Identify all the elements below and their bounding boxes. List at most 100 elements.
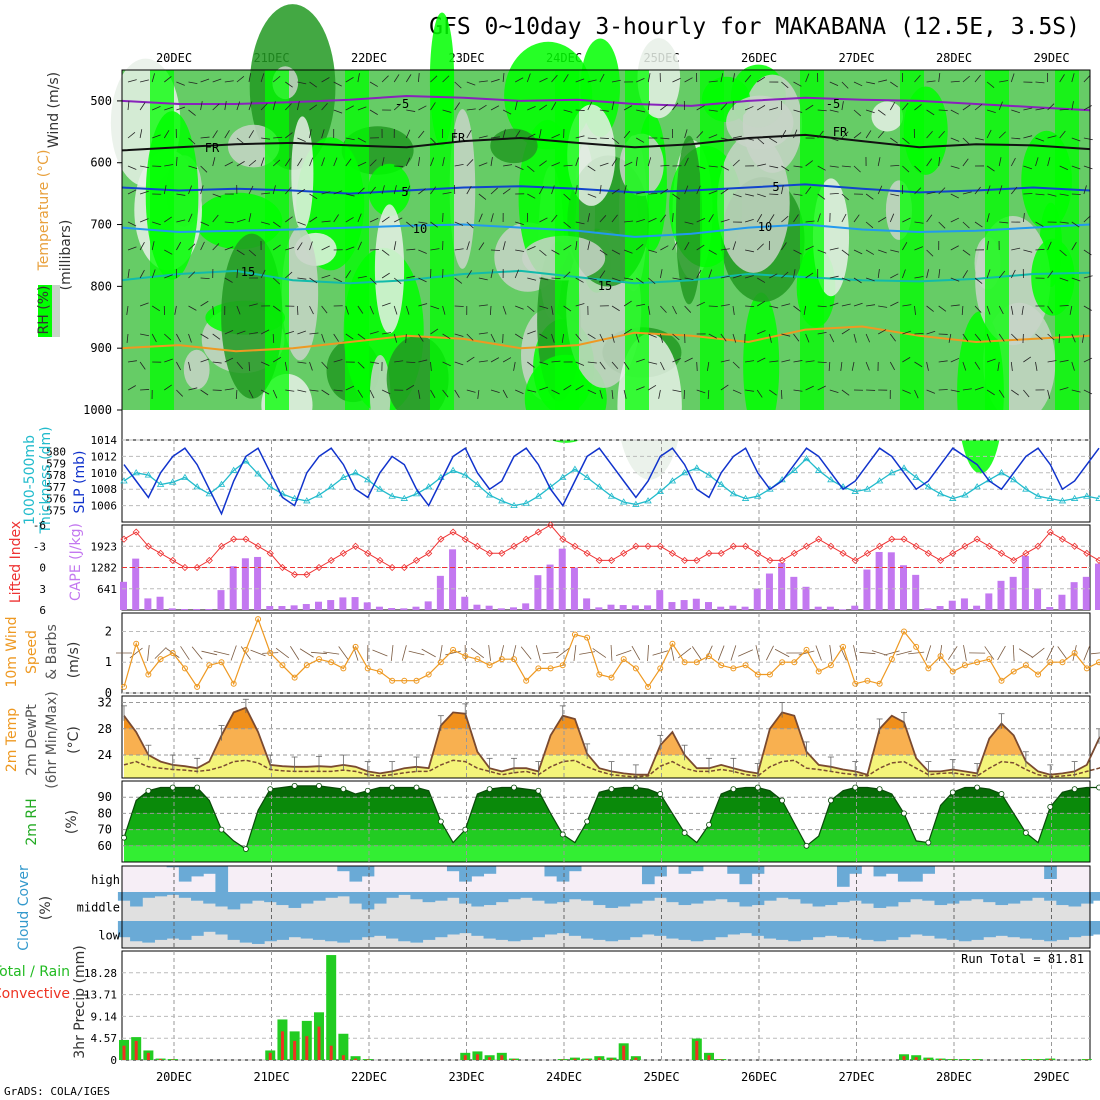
li-marker (815, 535, 823, 543)
wind-barb (551, 360, 561, 363)
wind-barb (272, 185, 276, 195)
wind-barb (938, 109, 948, 111)
top-date-label: 22DEC (351, 51, 387, 65)
wind-barb (684, 277, 694, 281)
wind-barb (466, 389, 476, 393)
wind-barb (333, 333, 339, 342)
wind-barb (212, 157, 216, 167)
cape-bar (1046, 607, 1054, 610)
wind-barb-10m (191, 646, 203, 660)
cape-bar (875, 551, 883, 610)
cape-bar (120, 581, 127, 610)
wind-barb (829, 81, 839, 87)
wind-barb (745, 305, 755, 308)
wind-barb (998, 333, 1005, 342)
cloud-cover-bar (715, 892, 728, 900)
wind-barb (708, 165, 718, 168)
wind-barb (1023, 135, 1033, 139)
wind-barb (974, 104, 983, 111)
cape-bar (193, 609, 201, 610)
cape-bar (546, 564, 554, 610)
wind-speed-marker (620, 656, 627, 663)
wind-barb (732, 73, 736, 83)
wind-speed-marker (133, 640, 140, 647)
wind-barb (926, 214, 933, 223)
slp-tick-label: 1008 (91, 483, 118, 496)
wind-barb (164, 76, 172, 83)
wind-barb-10m (401, 645, 407, 661)
li-marker (339, 549, 347, 557)
li-marker (924, 549, 932, 557)
cloud-cover-bar (495, 921, 509, 940)
cape-bar (436, 575, 444, 610)
wind-barb (926, 158, 933, 167)
cloud-cover-bar (1068, 892, 1082, 907)
wind-barb (369, 109, 378, 115)
panel-axis-label: (%) (64, 810, 80, 834)
thickness-marker (912, 473, 920, 480)
wind-barb (950, 389, 960, 393)
cloud-cover-bar (1044, 921, 1057, 942)
panel-axis-label: & Barbs (44, 624, 60, 680)
wind-barb (1059, 359, 1069, 363)
li-marker (876, 542, 884, 550)
wind-barb (587, 389, 597, 395)
wind-barb (297, 361, 307, 364)
cape-bar (680, 600, 688, 610)
cape-bar (900, 565, 907, 610)
wind-barb (998, 389, 1005, 398)
wind-barb (514, 130, 521, 139)
li-marker (156, 549, 165, 557)
thickness-marker (120, 477, 128, 484)
wind-barb (575, 157, 579, 167)
cloud-cover-bar (836, 921, 850, 938)
wind-barb (575, 185, 578, 195)
wind-barb-10m (1012, 644, 1015, 662)
wind-barb (405, 74, 412, 83)
wind-barb (260, 389, 270, 395)
li-tick-label: -3 (33, 540, 46, 553)
wind-barb (539, 249, 547, 257)
cloud-cover-bar (300, 921, 314, 939)
wind-barb (430, 221, 438, 228)
wind-barb (563, 164, 573, 167)
wind-barb (321, 245, 330, 251)
wind-barb (272, 277, 281, 285)
cloud-cover-bar (885, 892, 899, 907)
cloud-cover-bar (788, 892, 801, 900)
wind-barb (563, 384, 572, 391)
wind-barb (696, 361, 698, 372)
rh-fill-band (124, 813, 1090, 830)
wind-barb (732, 333, 737, 343)
wind-barb (333, 109, 343, 114)
cloud-cover-bar (605, 892, 619, 908)
wind-barb (1010, 73, 1015, 83)
wind-barb (478, 332, 488, 335)
panel-axis-label: 1000-500mb (22, 435, 38, 525)
thickness-tick-label: 578 (46, 469, 66, 482)
wind-barb (466, 185, 472, 195)
wind-barb (817, 361, 827, 364)
li-marker (169, 556, 177, 564)
cape-tick-label: 1282 (91, 562, 118, 575)
panel-axis-label: SLP (mb) (72, 450, 88, 513)
thickness-marker (656, 487, 664, 494)
wind-barb (1023, 213, 1025, 223)
cloud-cover-bar (836, 892, 850, 903)
wind-speed-marker (681, 659, 688, 666)
wind-barb (648, 277, 656, 285)
wind-barb (587, 165, 596, 172)
precip-tick-label: 13.71 (84, 989, 117, 1002)
wind-barb (164, 216, 172, 223)
wind-barb (490, 357, 500, 363)
wind-barb (745, 360, 755, 363)
cape-bar (595, 607, 603, 610)
cape-bar (802, 586, 810, 610)
wind-barb (611, 158, 618, 167)
cloud-cover-bar (446, 892, 460, 898)
wind-barb (321, 157, 325, 167)
wind-barb (188, 185, 193, 195)
wind-barb (817, 385, 826, 391)
wind-barb (551, 185, 555, 195)
